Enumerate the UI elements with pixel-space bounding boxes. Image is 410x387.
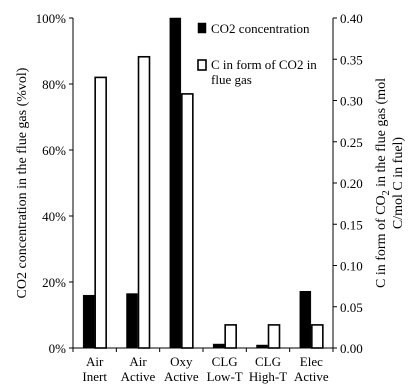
- x-category-label-line: CLG: [255, 354, 281, 369]
- right-tick-label-0: 0.00: [340, 341, 363, 356]
- legend-label-co2-concentration: CO2 concentration: [211, 21, 310, 36]
- x-category-label-3: CLG Low-T: [207, 354, 243, 384]
- x-category-label-line: Air: [129, 354, 147, 369]
- legend: CO2 concentration C in form of CO2 in flue…: [197, 21, 317, 87]
- c-in-co2-bar-5: [311, 324, 324, 349]
- x-category-label-line: Elec: [300, 354, 323, 369]
- right-axis-title-subscript: 2: [381, 190, 392, 195]
- left-tick-label-5: 100%: [36, 11, 67, 26]
- x-category-label-4: CLG High-T: [249, 354, 287, 384]
- co2-concentration-bar-2: [169, 17, 182, 349]
- c-in-co2-bar-3: [224, 324, 237, 349]
- legend-swatch-co2-concentration: [197, 22, 207, 34]
- x-category-label-line: Active: [164, 369, 199, 384]
- x-category-label-line: Active: [294, 369, 329, 384]
- right-axis-title-part: in the flue gas (mol: [374, 78, 389, 190]
- left-tick-label-2: 40%: [42, 209, 66, 224]
- x-category-label-line: Air: [86, 354, 104, 369]
- legend-label-line: C in form of CO2 in: [211, 57, 317, 72]
- right-tick-label-7: 0.35: [340, 52, 363, 67]
- legend-swatch-c-in-co2: [197, 59, 207, 71]
- right-tick-label-5: 0.25: [340, 135, 363, 150]
- co2-concentration-bar-5: [299, 290, 312, 349]
- co2-concentration-bar-3: [212, 343, 225, 349]
- right-tick-label-2: 0.10: [340, 259, 363, 274]
- co2-concentration-bar-0: [82, 294, 95, 349]
- x-category-label-line: Oxy: [170, 354, 193, 369]
- x-category-label-0: Air Inert: [82, 354, 107, 384]
- axes: [69, 17, 337, 352]
- left-tick-label-3: 60%: [42, 143, 66, 158]
- left-tick-label-4: 80%: [42, 77, 66, 92]
- right-tick-label-4: 0.20: [340, 176, 363, 191]
- right-axis-title-line2: C/mol C in fuel): [391, 137, 406, 230]
- right-tick-label-3: 0.15: [340, 217, 363, 232]
- x-category-label-line: CLG: [212, 354, 238, 369]
- x-category-label-line: Inert: [82, 369, 107, 384]
- right-axis-title-line1: C in form of CO2 in the flue gas (mol: [374, 78, 392, 288]
- left-tick-label-1: 20%: [42, 275, 66, 290]
- right-axis-label: C in form of CO2 in the flue gas (mol C/m…: [374, 78, 406, 288]
- c-in-co2-bar-0: [94, 76, 107, 349]
- left-axis-ticks: 0% 20% 40% 60% 80% 100%: [36, 11, 67, 356]
- x-category-label-2: Oxy Active: [164, 354, 199, 384]
- right-tick-label-8: 0.40: [340, 11, 363, 26]
- x-category-label-5: Elec Active: [294, 354, 329, 384]
- left-tick-label-0: 0%: [49, 341, 67, 356]
- legend-label-c-in-co2: C in form of CO2 in flue gas: [211, 57, 317, 87]
- c-in-co2-bar-4: [267, 324, 281, 349]
- left-axis-label: CO2 concentration in the flue gas (%vol): [15, 67, 30, 298]
- right-tick-label-6: 0.30: [340, 94, 363, 109]
- co2-concentration-bar-1: [126, 293, 138, 349]
- legend-label-line: flue gas: [211, 72, 252, 87]
- x-category-label-line: Low-T: [207, 369, 243, 384]
- right-axis-ticks: 0.00 0.05 0.10 0.15 0.20 0.25 0.30 0.35 0.40: [340, 11, 363, 356]
- left-axis-title: CO2 concentration in the flue gas (%vol): [15, 67, 30, 298]
- x-category-label-1: Air Active: [121, 354, 156, 384]
- right-axis-title-part: C in form of CO: [374, 195, 389, 288]
- c-in-co2-bar-2: [181, 93, 194, 349]
- x-category-label-line: Active: [121, 369, 156, 384]
- right-tick-label-1: 0.05: [340, 300, 363, 315]
- x-category-label-line: High-T: [249, 369, 287, 384]
- c-in-co2-bar-1: [137, 55, 151, 349]
